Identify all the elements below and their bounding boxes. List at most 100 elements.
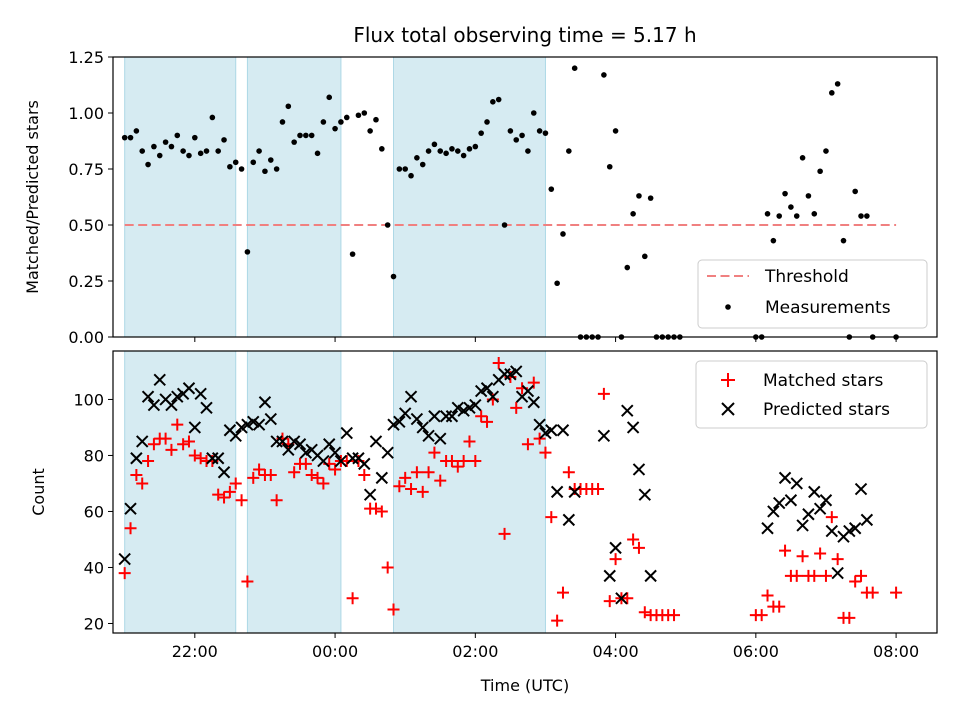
matched-star-point [551, 614, 564, 627]
matched-star-point [849, 575, 862, 588]
measurement-point [858, 213, 864, 219]
matched-star-point [410, 466, 423, 479]
legend-predicted-swatch [721, 402, 735, 416]
matched-star-point [855, 569, 868, 582]
measurement-point [232, 159, 239, 166]
matched-star-point [492, 357, 505, 370]
measurement-point [250, 159, 257, 166]
measurement-point [139, 148, 146, 154]
measurement-point [262, 168, 268, 175]
matched-star-point [393, 480, 406, 493]
predicted-star-point [229, 429, 242, 443]
measurement-point [297, 132, 303, 139]
predicted-star-point [796, 519, 809, 532]
measurement-point [384, 222, 391, 228]
matched-star-point [866, 586, 879, 599]
predicted-star-point [773, 496, 786, 510]
matched-star-point [264, 469, 277, 482]
measurement-point [332, 125, 338, 132]
measurement-point [478, 130, 484, 136]
measurement-point [145, 161, 151, 168]
matched-star-point [638, 606, 651, 619]
shaded-interval-1 [246, 56, 342, 338]
measurement-point [770, 237, 777, 244]
predicted-star-point [784, 494, 798, 507]
matched-star-point [451, 460, 464, 473]
matched-star-point [445, 455, 458, 468]
measurement-point [127, 134, 134, 141]
predicted-star-point [556, 424, 570, 437]
matched-star-point [118, 567, 131, 580]
predicted-star-point [264, 412, 277, 426]
predicted-star-point [153, 373, 166, 387]
measurement-point [221, 137, 227, 143]
measurement-point [168, 143, 175, 150]
measurement-point [449, 146, 455, 152]
measurement-point [425, 148, 432, 154]
measurement-point [788, 204, 794, 210]
predicted-star-point [621, 404, 634, 417]
predicted-star-point [854, 482, 868, 496]
matched-star-point [188, 449, 201, 462]
measurement-point [256, 148, 262, 154]
matched-star-point [235, 494, 248, 507]
predicted-star-point [486, 390, 500, 403]
measurement-point [864, 213, 870, 219]
measurement-point [133, 128, 140, 134]
matched-star-point [498, 527, 511, 540]
y-tick-label: 0.25 [68, 272, 104, 291]
measurement-point [414, 155, 420, 161]
bottom-y-axis: 20 40 60 80 100 [73, 390, 113, 633]
measurement-point [379, 146, 385, 152]
predicted-star-point [252, 418, 266, 431]
y-tick-label: 20 [84, 614, 104, 633]
predicted-star-point [632, 463, 646, 476]
predicted-star-point [568, 485, 581, 499]
predicted-star-point [550, 485, 564, 499]
matched-star-point [305, 469, 318, 482]
predicted-star-point [375, 471, 389, 485]
matched-star-point [545, 511, 558, 524]
top-panel: 0.00 0.25 0.50 0.75 1.00 1.25 Matched/Predict… [23, 48, 938, 347]
matched-star-point [422, 466, 435, 479]
predicted-star-point [334, 454, 348, 468]
matched-star-point [329, 463, 342, 476]
predicted-star-point [761, 522, 774, 535]
matched-star-point [890, 586, 903, 599]
matched-star-point [562, 466, 575, 479]
x-tick-label: 22:00 [172, 642, 218, 661]
matched-star-point [299, 457, 312, 470]
measurement-point [197, 150, 204, 157]
matched-star-point [819, 569, 832, 582]
measurement-point [805, 193, 812, 199]
matched-star-point [761, 589, 774, 602]
measurement-point [349, 251, 356, 257]
matched-star-point [223, 485, 236, 498]
matched-star-point [457, 455, 470, 468]
predicted-star-point [527, 396, 540, 409]
measurement-point [355, 112, 362, 119]
measurement-point [519, 132, 525, 139]
matched-star-point [609, 553, 622, 566]
predicted-star-point [130, 452, 143, 465]
measurement-point [817, 168, 823, 175]
measurement-point [554, 280, 560, 287]
predicted-star-point [328, 446, 342, 459]
predicted-star-point [194, 387, 207, 401]
predicted-star-point [270, 435, 283, 448]
measurement-point [829, 90, 835, 96]
y-tick-label: 0.50 [68, 216, 104, 235]
top-legend: Threshold Measurements [697, 259, 928, 329]
predicted-star-point [381, 446, 394, 459]
matched-star-point [416, 485, 429, 498]
predicted-star-point [206, 452, 219, 465]
predicted-star-point [439, 410, 453, 423]
predicted-star-point [609, 541, 622, 555]
shaded-interval-0 [124, 56, 237, 338]
measurement-point [490, 99, 496, 105]
y-tick-label: 1.00 [68, 104, 104, 123]
matched-star-point [779, 544, 792, 557]
bottom-plot-frame [112, 350, 938, 634]
chart-title: Flux total observing time = 5.17 h [353, 23, 696, 47]
matched-star-point [463, 435, 476, 448]
